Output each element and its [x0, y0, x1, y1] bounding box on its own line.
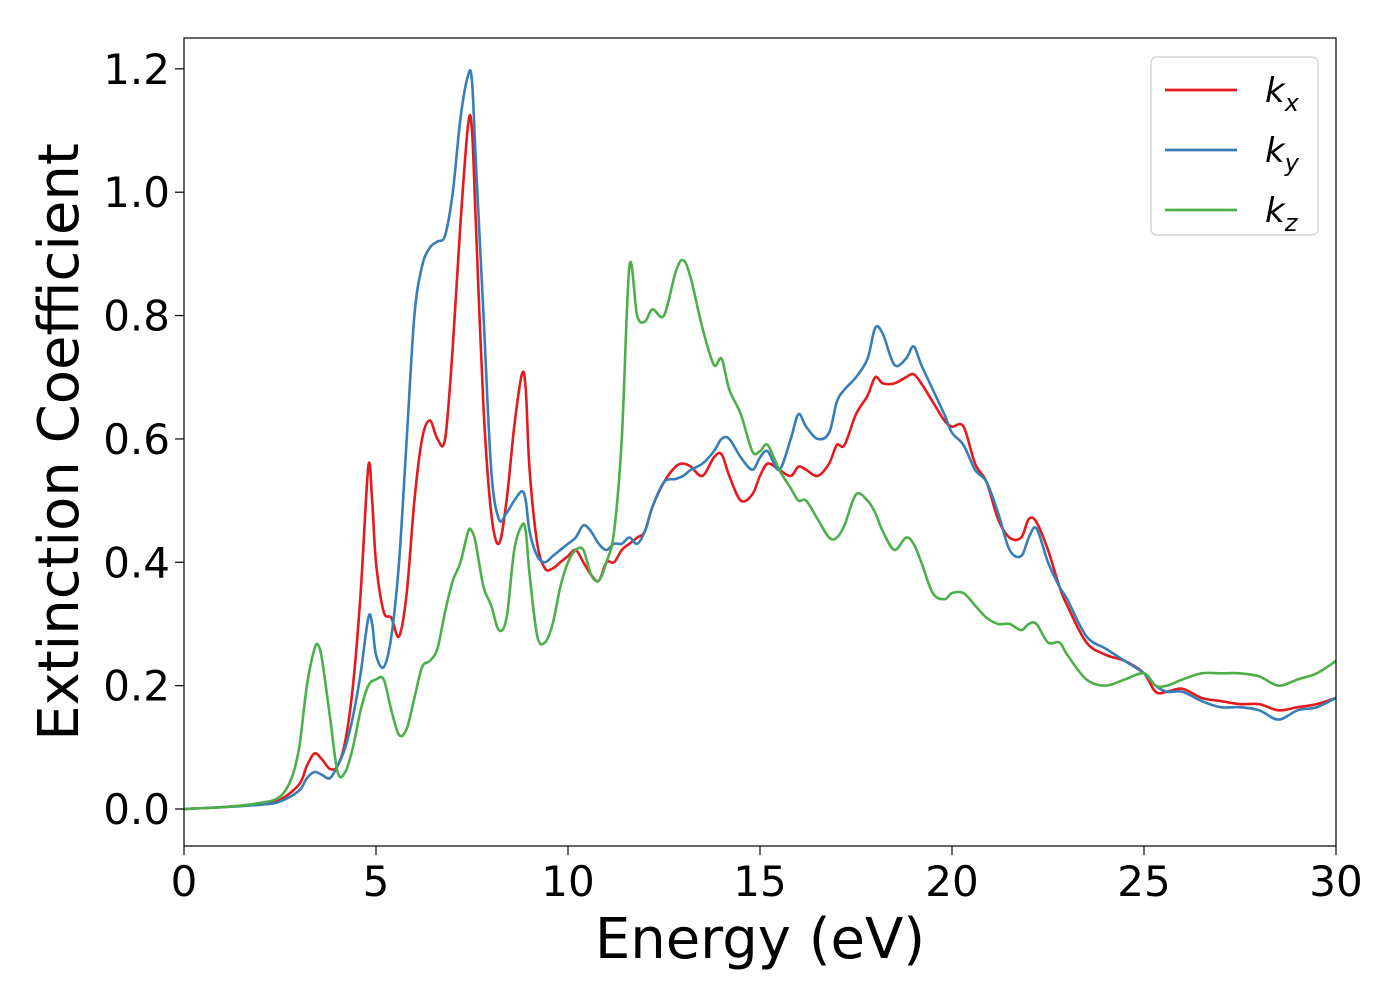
x-tick-label: 20 [925, 857, 978, 906]
x-axis: 0 5 10 15 20 25 30 [171, 846, 1363, 906]
y-tick-label: 1.2 [103, 45, 170, 94]
series-line-ky [184, 69, 1336, 811]
y-tick-label: 0.4 [103, 538, 170, 587]
legend-label-kz: kz [1265, 191, 1299, 237]
y-axis: 0.0 0.2 0.4 0.6 0.8 1.0 1.2 [103, 45, 184, 834]
x-tick-label: 30 [1309, 857, 1362, 906]
legend-label-kx: kx [1265, 71, 1300, 117]
legend: kx ky kz [1150, 56, 1319, 237]
y-tick-label: 1.0 [103, 168, 170, 217]
y-tick-label: 0.8 [103, 292, 170, 341]
y-tick-label: 0.2 [103, 662, 170, 711]
series-line-kz [184, 258, 1336, 811]
y-tick-label: 0.0 [103, 785, 170, 834]
x-tick-label: 15 [733, 857, 786, 906]
series-layer [184, 69, 1336, 811]
x-axis-title: Energy (eV) [595, 907, 925, 972]
x-tick-label: 25 [1117, 857, 1170, 906]
y-tick-label: 0.6 [103, 415, 170, 464]
x-tick-label: 0 [171, 857, 198, 906]
y-axis-title: Extinction Coefficient [27, 143, 92, 741]
x-tick-label: 5 [363, 857, 390, 906]
legend-label-ky: ky [1265, 131, 1300, 177]
x-tick-label: 10 [541, 857, 594, 906]
legend-box [1150, 56, 1319, 236]
